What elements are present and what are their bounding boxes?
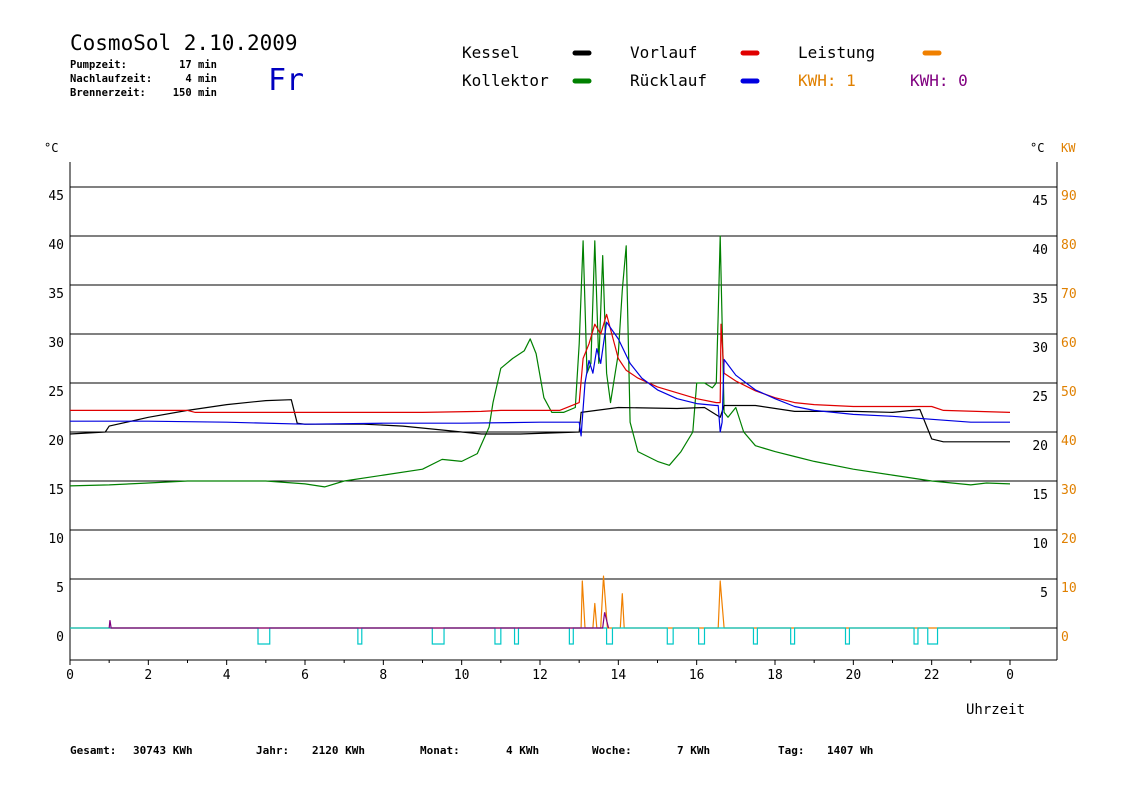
legend-label-leistung: Leistung xyxy=(798,43,875,62)
x-tick-label: 18 xyxy=(767,668,783,683)
legend-label-kollektor: Kollektor xyxy=(462,71,549,90)
kwh-label-1: KWH: 1 xyxy=(798,71,856,90)
x-tick-label: 10 xyxy=(454,668,470,683)
x-tick-label: 0 xyxy=(1006,668,1014,683)
y-tick-label-right: 25 xyxy=(1032,390,1048,405)
pump-state-line xyxy=(70,627,1010,645)
footer-stats: Gesamt: 30743 KWh Jahr: 2120 KWh Monat: … xyxy=(70,744,873,757)
y-tick-label-power: 30 xyxy=(1061,483,1077,498)
y-tick-label-left: 5 xyxy=(56,581,64,596)
y-tick-label-right: 40 xyxy=(1032,243,1048,258)
footer-woche-label: Woche: xyxy=(592,744,632,757)
y-tick-label-left: 10 xyxy=(48,532,64,547)
y-tick-label-right: 20 xyxy=(1032,439,1048,454)
y-tick-label-left: 20 xyxy=(48,434,64,449)
x-tick-label: 2 xyxy=(144,668,152,683)
y-tick-label-power: 60 xyxy=(1061,336,1077,351)
y-tick-label-right: 5 xyxy=(1040,586,1048,601)
grid xyxy=(70,186,1057,629)
y-tick-label-left: 15 xyxy=(48,483,64,498)
legend-label-kessel: Kessel xyxy=(462,43,520,62)
kwh-trace xyxy=(108,612,610,629)
x-tick-label: 22 xyxy=(924,668,940,683)
footer-monat-value: 4 KWh xyxy=(506,744,539,757)
y-tick-label-power: 90 xyxy=(1061,189,1077,204)
y-tick-label-power: 20 xyxy=(1061,532,1077,547)
kwh-label-0: KWH: 0 xyxy=(910,71,968,90)
axes xyxy=(69,162,1058,665)
y-tick-label-right: 15 xyxy=(1032,488,1048,503)
y-tick-label-left: 45 xyxy=(48,189,64,204)
y-tick-label-left: 25 xyxy=(48,385,64,400)
footer-jahr-value: 2120 KWh xyxy=(312,744,365,757)
y-tick-label-right: 45 xyxy=(1032,194,1048,209)
legend-label-ruecklauf: Rücklauf xyxy=(630,71,707,90)
footer-gesamt-value: 30743 KWh xyxy=(133,744,193,757)
y-tick-label-left: 40 xyxy=(48,238,64,253)
y-axis-unit-right: °C xyxy=(1030,141,1044,155)
series-line-kessel xyxy=(69,399,1010,443)
series-line-rcklauf xyxy=(70,321,1010,437)
y-tick-label-power: 70 xyxy=(1061,287,1077,302)
y-tick-label-power: 0 xyxy=(1061,630,1069,645)
y-tick-label-power: 40 xyxy=(1061,434,1077,449)
info-block: Pumpzeit: 17 min Nachlaufzeit: 4 min Bre… xyxy=(70,59,217,99)
series-line-vorlauf xyxy=(70,313,1011,413)
series-lines xyxy=(69,235,1011,629)
x-axis-label: Uhrzeit xyxy=(966,702,1025,718)
legend-label-vorlauf: Vorlauf xyxy=(630,43,697,62)
series-line-leistung xyxy=(70,575,1010,629)
y-tick-label-right: 10 xyxy=(1032,537,1048,552)
tick-labels: 0 2 4 6 8 10 12 14 16 18 20 22 005101520253035404551… xyxy=(48,189,1076,683)
x-tick-label: 4 xyxy=(223,668,231,683)
footer-tag-value: 1407 Wh xyxy=(827,744,873,757)
info-brenner-value: 150 min xyxy=(173,87,217,99)
y-tick-label-right: 30 xyxy=(1032,341,1048,356)
pump-state-trace xyxy=(70,612,1010,645)
info-pump-label: Pumpzeit: xyxy=(70,59,127,71)
footer-gesamt-label: Gesamt: xyxy=(70,744,116,757)
info-brenner-label: Brennerzeit: xyxy=(70,87,146,99)
x-tick-label: 8 xyxy=(379,668,387,683)
y-axis-unit-power: KW xyxy=(1061,141,1076,155)
y-tick-label-power: 10 xyxy=(1061,581,1077,596)
y-tick-label-left: 35 xyxy=(48,287,64,302)
y-tick-label-left: 0 xyxy=(56,630,64,645)
y-tick-label-left: 30 xyxy=(48,336,64,351)
x-tick-label: 16 xyxy=(689,668,705,683)
legend: Kessel Vorlauf Leistung Kollektor Rückla… xyxy=(462,43,968,90)
x-tick-label: 20 xyxy=(846,668,862,683)
info-nachlauf-value: 4 min xyxy=(185,73,217,85)
info-pump-value: 17 min xyxy=(179,59,217,71)
day-label: Fr xyxy=(268,63,304,98)
chart-title: CosmoSol 2.10.2009 xyxy=(70,31,298,55)
footer-monat-label: Monat: xyxy=(420,744,460,757)
x-tick-label: 14 xyxy=(611,668,627,683)
footer-tag-label: Tag: xyxy=(778,744,805,757)
y-tick-label-right: 35 xyxy=(1032,292,1048,307)
y-tick-label-power: 50 xyxy=(1061,385,1077,400)
y-axis-unit-left: °C xyxy=(44,141,58,155)
x-tick-label: 12 xyxy=(532,668,548,683)
x-tick-label: 6 xyxy=(301,668,309,683)
x-tick-label: 0 xyxy=(66,668,74,683)
series-line-kollektor xyxy=(69,235,1011,488)
footer-jahr-label: Jahr: xyxy=(256,744,289,757)
y-tick-label-power: 80 xyxy=(1061,238,1077,253)
footer-woche-value: 7 KWh xyxy=(677,744,710,757)
info-nachlauf-label: Nachlaufzeit: xyxy=(70,73,152,85)
